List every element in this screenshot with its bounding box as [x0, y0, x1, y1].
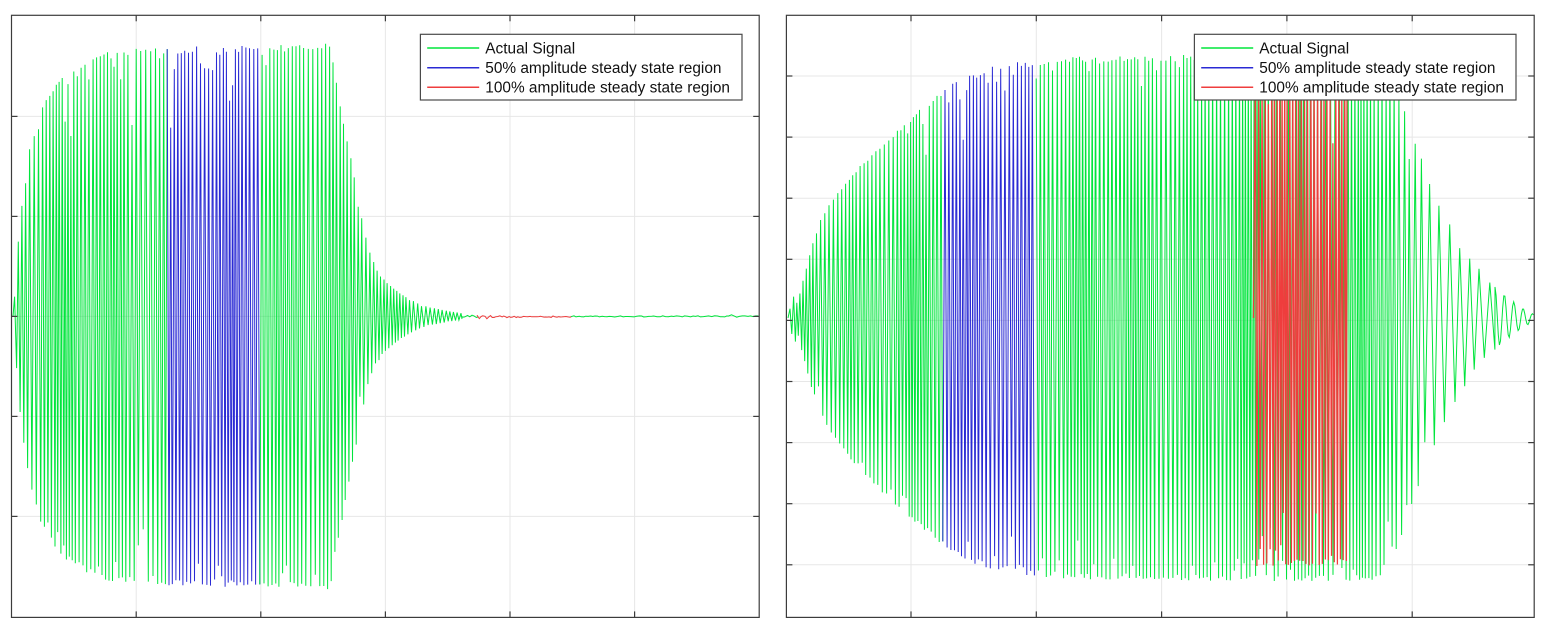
svg-text:Actual Signal: Actual Signal: [485, 40, 575, 57]
svg-text:50% amplitude steady state reg: 50% amplitude steady state region: [1259, 60, 1495, 77]
svg-text:Actual Signal: Actual Signal: [1259, 40, 1349, 57]
svg-text:50% amplitude steady state reg: 50% amplitude steady state region: [485, 60, 721, 77]
svg-text:100% amplitude steady state re: 100% amplitude steady state region: [1259, 80, 1504, 97]
svg-text:100% amplitude steady state re: 100% amplitude steady state region: [485, 80, 730, 97]
